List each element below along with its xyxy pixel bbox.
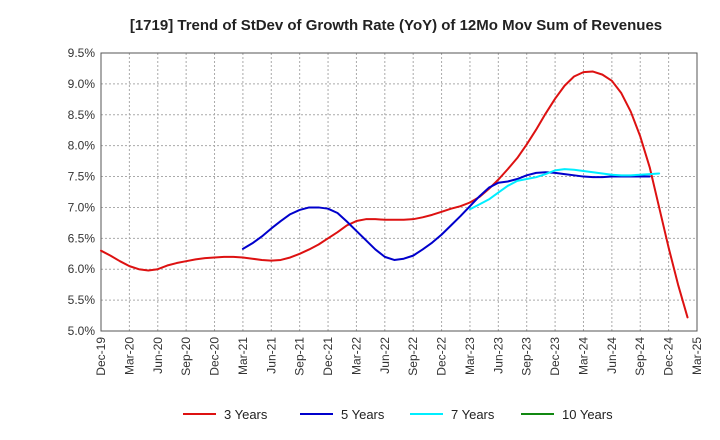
y-tick-label: 8.5% bbox=[68, 108, 96, 122]
x-tick-label: Jun-21 bbox=[264, 337, 278, 374]
y-tick-label: 6.0% bbox=[68, 262, 96, 276]
y-tick-label: 5.0% bbox=[68, 324, 96, 338]
x-tick-label: Dec-20 bbox=[208, 337, 222, 376]
y-tick-label: 7.0% bbox=[68, 200, 96, 214]
chart-title: [1719] Trend of StDev of Growth Rate (Yo… bbox=[130, 17, 662, 34]
grid-layer bbox=[100, 52, 698, 332]
x-tick-label: Sep-22 bbox=[406, 337, 420, 376]
y-tick-label: 5.5% bbox=[68, 293, 96, 307]
y-tick-label: 8.0% bbox=[68, 139, 96, 153]
y-tick-label: 9.5% bbox=[68, 46, 96, 60]
x-tick-label: Sep-20 bbox=[179, 337, 193, 376]
legend-label-5-years: 5 Years bbox=[341, 407, 385, 422]
x-tick-label: Jun-22 bbox=[378, 337, 392, 374]
legend-label-10-years: 10 Years bbox=[562, 407, 613, 422]
series-line-5-years bbox=[241, 171, 651, 261]
series-layer bbox=[100, 70, 689, 319]
x-tick-label: Jun-23 bbox=[491, 337, 505, 374]
x-axis-ticks: Dec-19 Mar-20 Jun-20 Sep-20 Dec-20 Mar-21 Jun-… bbox=[94, 337, 704, 376]
x-tick-label: Sep-24 bbox=[633, 337, 647, 376]
x-tick-label: Sep-21 bbox=[293, 337, 307, 376]
series-line-7-years bbox=[468, 168, 661, 211]
y-tick-label: 7.5% bbox=[68, 170, 96, 184]
x-tick-label: Mar-22 bbox=[349, 337, 363, 375]
x-tick-label: Mar-20 bbox=[122, 337, 136, 375]
series-line-3-years bbox=[100, 70, 689, 319]
x-tick-label: Jun-20 bbox=[151, 337, 165, 374]
x-tick-label: Mar-25 bbox=[690, 337, 704, 375]
x-tick-label: Sep-23 bbox=[520, 337, 534, 376]
x-tick-label: Mar-23 bbox=[463, 337, 477, 375]
x-tick-label: Dec-22 bbox=[435, 337, 449, 376]
x-tick-label: Jun-24 bbox=[605, 337, 619, 374]
y-axis-ticks: 5.0% 5.5% 6.0% 6.5% 7.0% 7.5% 8.0% 8.5% 9.0% 9.5% bbox=[68, 46, 96, 338]
x-tick-label: Mar-24 bbox=[576, 337, 590, 375]
x-tick-label: Dec-21 bbox=[321, 337, 335, 376]
legend-label-3-years: 3 Years bbox=[224, 407, 268, 422]
x-tick-label: Dec-24 bbox=[662, 337, 676, 376]
y-tick-label: 6.5% bbox=[68, 231, 96, 245]
plot-frame bbox=[100, 52, 698, 332]
x-tick-label: Dec-23 bbox=[548, 337, 562, 376]
y-tick-label: 9.0% bbox=[68, 77, 96, 91]
legend: 3 Years 5 Years 7 Years 10 Years bbox=[183, 407, 613, 422]
x-tick-label: Mar-21 bbox=[236, 337, 250, 375]
legend-label-7-years: 7 Years bbox=[451, 407, 495, 422]
x-tick-label: Dec-19 bbox=[94, 337, 108, 376]
